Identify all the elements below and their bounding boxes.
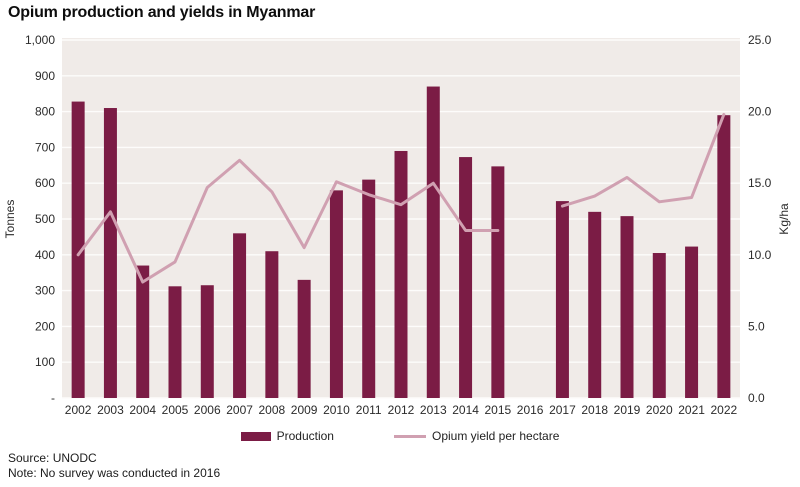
production-bar <box>588 211 602 398</box>
left-axis-tick-label: - <box>51 391 55 405</box>
x-axis-tick-label: 2009 <box>291 403 318 417</box>
left-axis-tick-label: 100 <box>35 355 55 369</box>
production-bar <box>555 201 569 398</box>
chart: 1,000 900 800 700 600 500 400 300 200 100 - 25.0 20.… <box>3 33 791 417</box>
left-axis-tick-label: 200 <box>35 319 55 333</box>
left-axis-tick-label: 700 <box>35 140 55 154</box>
production-bar <box>685 246 699 398</box>
production-bar-swatch <box>240 431 271 441</box>
x-axis-tick-label: 2010 <box>323 403 350 417</box>
production-bar <box>652 253 666 398</box>
x-axis-tick-label: 2020 <box>646 403 673 417</box>
legend-item-yield: Opium yield per hectare <box>393 429 560 443</box>
production-bar <box>71 101 85 399</box>
production-bar <box>620 216 634 398</box>
survey-note: Note: No survey was conducted in 2016 <box>8 465 221 480</box>
right-axis-tick-label: 20.0 <box>748 105 772 119</box>
chart-title: Opium production and yields in Myanmar <box>8 4 316 21</box>
x-axis-tick-label: 2011 <box>356 403 382 417</box>
production-bar <box>136 265 150 398</box>
left-axis-tick-label: 800 <box>35 105 55 119</box>
left-axis-tick-label: 600 <box>35 176 55 190</box>
x-axis-tick-label: 2004 <box>129 403 156 417</box>
left-axis-title: Tonnes <box>3 200 17 239</box>
x-axis-tick-label: 2021 <box>678 403 705 417</box>
x-axis-tick-label: 2005 <box>162 403 189 417</box>
production-bar <box>426 86 440 398</box>
x-axis-tick-label: 2015 <box>485 403 512 417</box>
x-axis-tick-label: 2017 <box>549 403 576 417</box>
production-bar <box>103 108 117 399</box>
right-axis-tick-label: 5.0 <box>748 319 765 333</box>
right-axis-tick-label: 25.0 <box>748 33 772 47</box>
x-axis-tick-label: 2022 <box>711 403 738 417</box>
x-axis-tick-label: 2013 <box>420 403 447 417</box>
right-axis-tick-label: 15.0 <box>748 176 772 190</box>
x-axis-tick-label: 2016 <box>517 403 544 417</box>
yield-line <box>76 158 500 284</box>
production-bar <box>491 166 505 398</box>
yield-line-swatch <box>393 434 426 438</box>
yield-line <box>560 112 726 208</box>
production-bar <box>459 157 473 398</box>
production-bar <box>233 233 247 398</box>
left-axis-tick-label: 900 <box>35 69 55 83</box>
left-axis-tick-label: 300 <box>35 284 55 298</box>
left-axis-tick-label: 400 <box>35 248 55 262</box>
x-axis-tick-label: 2012 <box>388 403 415 417</box>
x-axis-tick-label: 2006 <box>194 403 221 417</box>
production-bar <box>717 115 731 399</box>
production-bar <box>394 150 408 398</box>
x-axis-tick-label: 2003 <box>97 403 124 417</box>
production-bar <box>362 179 376 398</box>
right-axis-tick-label: 10.0 <box>748 248 772 262</box>
legend-label-yield: Opium yield per hectare <box>431 429 560 443</box>
x-axis-tick-label: 2019 <box>614 403 641 417</box>
x-axis-tick-label: 2002 <box>65 403 92 417</box>
footer: Source: UNODC Note: No survey was conduc… <box>8 451 220 480</box>
x-axis-tick-label: 2008 <box>259 403 286 417</box>
left-axis-tick-label: 500 <box>35 212 55 226</box>
x-axis-tick-label: 2014 <box>452 403 479 417</box>
production-bar <box>200 285 214 398</box>
source-note: Source: UNODC <box>8 451 97 465</box>
x-axis-tick-label: 2018 <box>581 403 608 417</box>
chart-svg: 1,000 900 800 700 600 500 400 300 200 100 - 25.0 20.… <box>3 33 791 417</box>
right-axis-tick-label: 0.0 <box>748 391 765 405</box>
left-axis-tick-label: 1,000 <box>25 33 55 47</box>
right-axis-title: Kg/ha <box>777 203 791 235</box>
legend-item-production: Production <box>240 429 334 443</box>
production-bar <box>168 286 182 398</box>
production-bar <box>329 190 343 398</box>
production-bar <box>265 251 279 398</box>
production-bar <box>297 279 311 398</box>
legend: Production Opium yield per hectare <box>0 429 800 443</box>
x-axis-tick-label: 2007 <box>226 403 253 417</box>
legend-label-production: Production <box>276 429 334 443</box>
